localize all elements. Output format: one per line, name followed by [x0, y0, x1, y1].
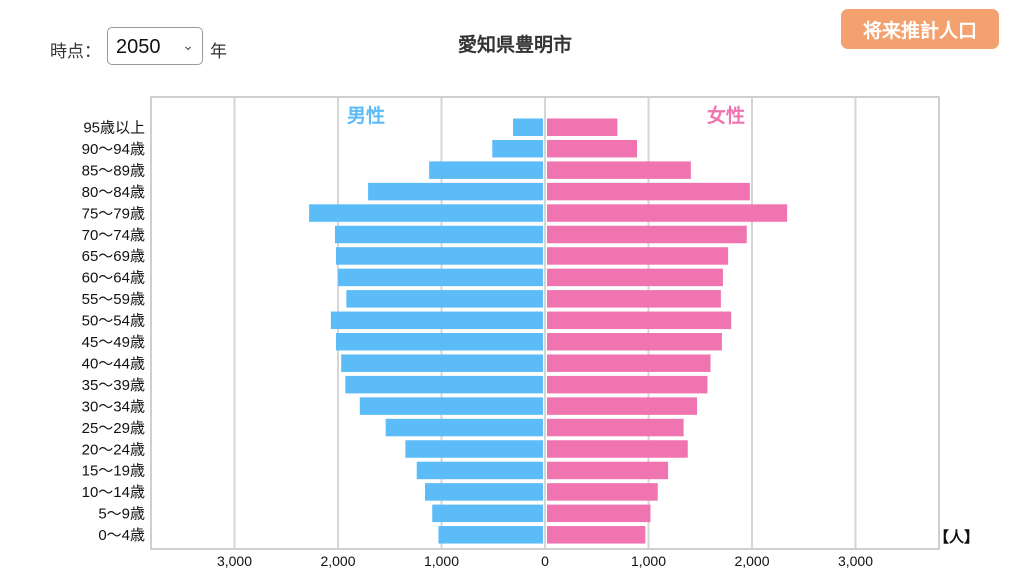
x-tick-label: 3,000: [838, 553, 873, 569]
female-bar[interactable]: [547, 333, 722, 351]
male-bar[interactable]: [336, 247, 543, 265]
male-bar[interactable]: [405, 440, 543, 458]
female-bar[interactable]: [547, 397, 698, 415]
y-tick-label: 40〜44歳: [82, 355, 145, 372]
female-label: 女性: [707, 104, 745, 127]
x-tick-label: 2,000: [734, 553, 769, 569]
chart-grid: [233, 97, 857, 549]
male-bar[interactable]: [330, 311, 543, 330]
toolbar: 時点： 2050 ⌄ 年 愛知県豊明市 将来推計人口: [0, 0, 1024, 80]
y-tick-label: 5〜9歳: [98, 506, 145, 523]
male-bar[interactable]: [341, 354, 543, 372]
y-tick-label: 10〜14歳: [82, 484, 145, 501]
male-bar[interactable]: [334, 225, 543, 244]
male-label: 男性: [347, 104, 385, 127]
x-axis-labels: 3,000 2,000 1,000 0 1,000 2,000 3,000: [217, 553, 873, 569]
female-bar[interactable]: [547, 182, 750, 201]
male-bar[interactable]: [429, 161, 543, 179]
female-bar[interactable]: [547, 483, 658, 501]
male-bar[interactable]: [438, 526, 543, 544]
female-bar[interactable]: [547, 139, 638, 158]
y-tick-label: 0〜4歳: [98, 527, 145, 544]
y-tick-label: 35〜39歳: [82, 377, 145, 394]
y-tick-label: 65〜69歳: [82, 248, 145, 265]
y-tick-label: 20〜24歳: [82, 441, 145, 458]
y-tick-label: 15〜19歳: [82, 463, 145, 480]
male-bar[interactable]: [359, 397, 543, 415]
female-bar[interactable]: [547, 118, 618, 137]
x-tick-label: 1,000: [631, 553, 666, 569]
y-tick-label: 50〜54歳: [82, 313, 145, 330]
male-bar[interactable]: [512, 118, 543, 137]
chart-bars: [309, 118, 788, 544]
chevron-down-icon: ⌄: [182, 37, 194, 53]
female-bar[interactable]: [547, 375, 708, 394]
female-bar[interactable]: [547, 311, 732, 330]
unit-label: 【人】: [934, 528, 979, 546]
x-tick-label: 0: [541, 553, 549, 569]
year-select[interactable]: 2050 ⌄: [107, 27, 203, 65]
female-bar[interactable]: [547, 461, 669, 480]
y-tick-label: 55〜59歳: [82, 291, 145, 308]
projection-button[interactable]: 将来推計人口: [841, 9, 999, 49]
time-label: 時点：: [50, 42, 101, 61]
y-tick-label: 45〜49歳: [82, 334, 145, 351]
male-bar[interactable]: [385, 418, 543, 437]
y-tick-label: 70〜74歳: [82, 227, 145, 244]
female-bar[interactable]: [547, 354, 711, 372]
male-bar[interactable]: [492, 139, 543, 158]
year-suffix: 年: [210, 42, 227, 61]
x-tick-label: 2,000: [320, 553, 355, 569]
male-bar[interactable]: [432, 504, 543, 523]
male-bar[interactable]: [425, 483, 543, 501]
male-bar[interactable]: [416, 461, 543, 480]
female-bar[interactable]: [547, 440, 688, 458]
female-bar[interactable]: [547, 247, 729, 265]
male-bar[interactable]: [346, 290, 543, 308]
female-bar[interactable]: [547, 268, 723, 287]
male-bar[interactable]: [309, 204, 543, 222]
male-bar[interactable]: [368, 182, 543, 201]
female-bar[interactable]: [547, 161, 691, 179]
page-title: 愛知県豊明市: [457, 35, 572, 56]
plot-frame: [150, 96, 940, 550]
y-tick-label: 25〜29歳: [82, 420, 145, 437]
female-bar[interactable]: [547, 526, 646, 544]
y-tick-label: 30〜34歳: [82, 398, 145, 415]
female-bar[interactable]: [547, 290, 721, 308]
female-bar[interactable]: [547, 225, 747, 244]
male-bar[interactable]: [338, 268, 543, 287]
y-tick-label: 85〜89歳: [82, 162, 145, 179]
y-tick-label: 75〜79歳: [82, 205, 145, 222]
female-bar[interactable]: [547, 418, 684, 437]
female-bar[interactable]: [547, 204, 788, 222]
female-bar[interactable]: [547, 504, 651, 523]
male-bar[interactable]: [336, 333, 543, 351]
male-bar[interactable]: [345, 375, 543, 394]
y-tick-label: 90〜94歳: [82, 141, 145, 158]
x-tick-label: 3,000: [217, 553, 252, 569]
year-select-value: 2050: [116, 36, 161, 58]
y-tick-label: 60〜64歳: [82, 270, 145, 287]
y-axis-labels: 95歳以上 90〜94歳 85〜89歳 80〜84歳 75〜79歳 70〜74歳 65〜69…: [82, 120, 145, 545]
x-tick-label: 1,000: [424, 553, 459, 569]
y-tick-label: 95歳以上: [83, 120, 145, 137]
y-tick-label: 80〜84歳: [82, 184, 145, 201]
